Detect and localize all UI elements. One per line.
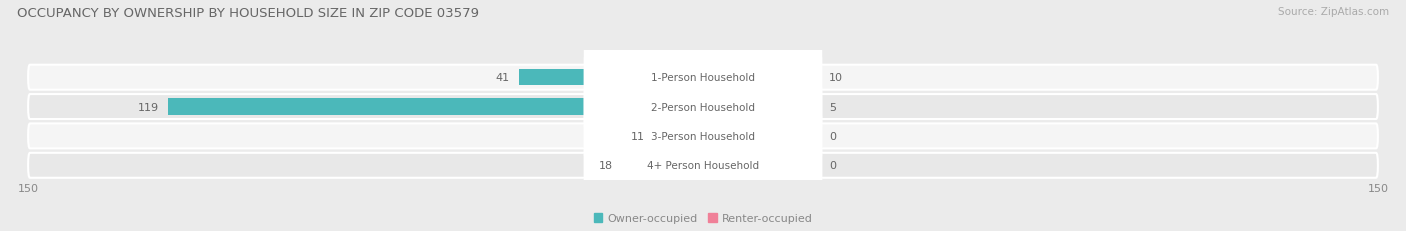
Text: 18: 18 [599,161,613,170]
Text: 10: 10 [830,73,844,83]
FancyBboxPatch shape [28,153,1378,178]
Bar [654,128,703,144]
Legend: Owner-occupied, Renter-occupied: Owner-occupied, Renter-occupied [589,209,817,228]
Text: 119: 119 [138,102,159,112]
FancyBboxPatch shape [583,56,823,158]
Text: 1-Person Household: 1-Person Household [651,73,755,83]
Text: Source: ZipAtlas.com: Source: ZipAtlas.com [1278,7,1389,17]
Text: 41: 41 [495,73,509,83]
Bar [519,70,703,86]
Text: 4+ Person Household: 4+ Person Household [647,161,759,170]
Bar [621,158,703,174]
Text: 3-Person Household: 3-Person Household [651,131,755,141]
FancyBboxPatch shape [583,27,823,128]
FancyBboxPatch shape [28,65,1378,90]
Bar [703,99,725,115]
Bar [703,70,748,86]
Text: 2-Person Household: 2-Person Household [651,102,755,112]
Text: 5: 5 [830,102,837,112]
Text: OCCUPANCY BY OWNERSHIP BY HOUSEHOLD SIZE IN ZIP CODE 03579: OCCUPANCY BY OWNERSHIP BY HOUSEHOLD SIZE… [17,7,479,20]
FancyBboxPatch shape [583,86,823,187]
Text: 11: 11 [630,131,644,141]
Text: 0: 0 [830,161,837,170]
Text: 0: 0 [830,131,837,141]
FancyBboxPatch shape [583,115,823,216]
FancyBboxPatch shape [28,124,1378,149]
Bar [167,99,703,115]
FancyBboxPatch shape [28,95,1378,119]
